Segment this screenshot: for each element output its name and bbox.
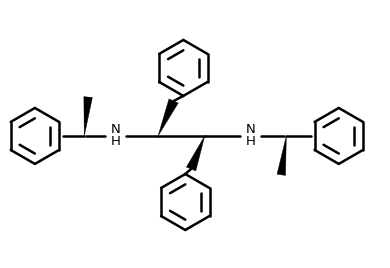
Polygon shape	[277, 136, 286, 175]
Polygon shape	[84, 97, 92, 136]
Text: N
H: N H	[246, 124, 255, 148]
Polygon shape	[186, 136, 205, 171]
Polygon shape	[158, 99, 178, 136]
Text: N
H: N H	[110, 124, 120, 148]
